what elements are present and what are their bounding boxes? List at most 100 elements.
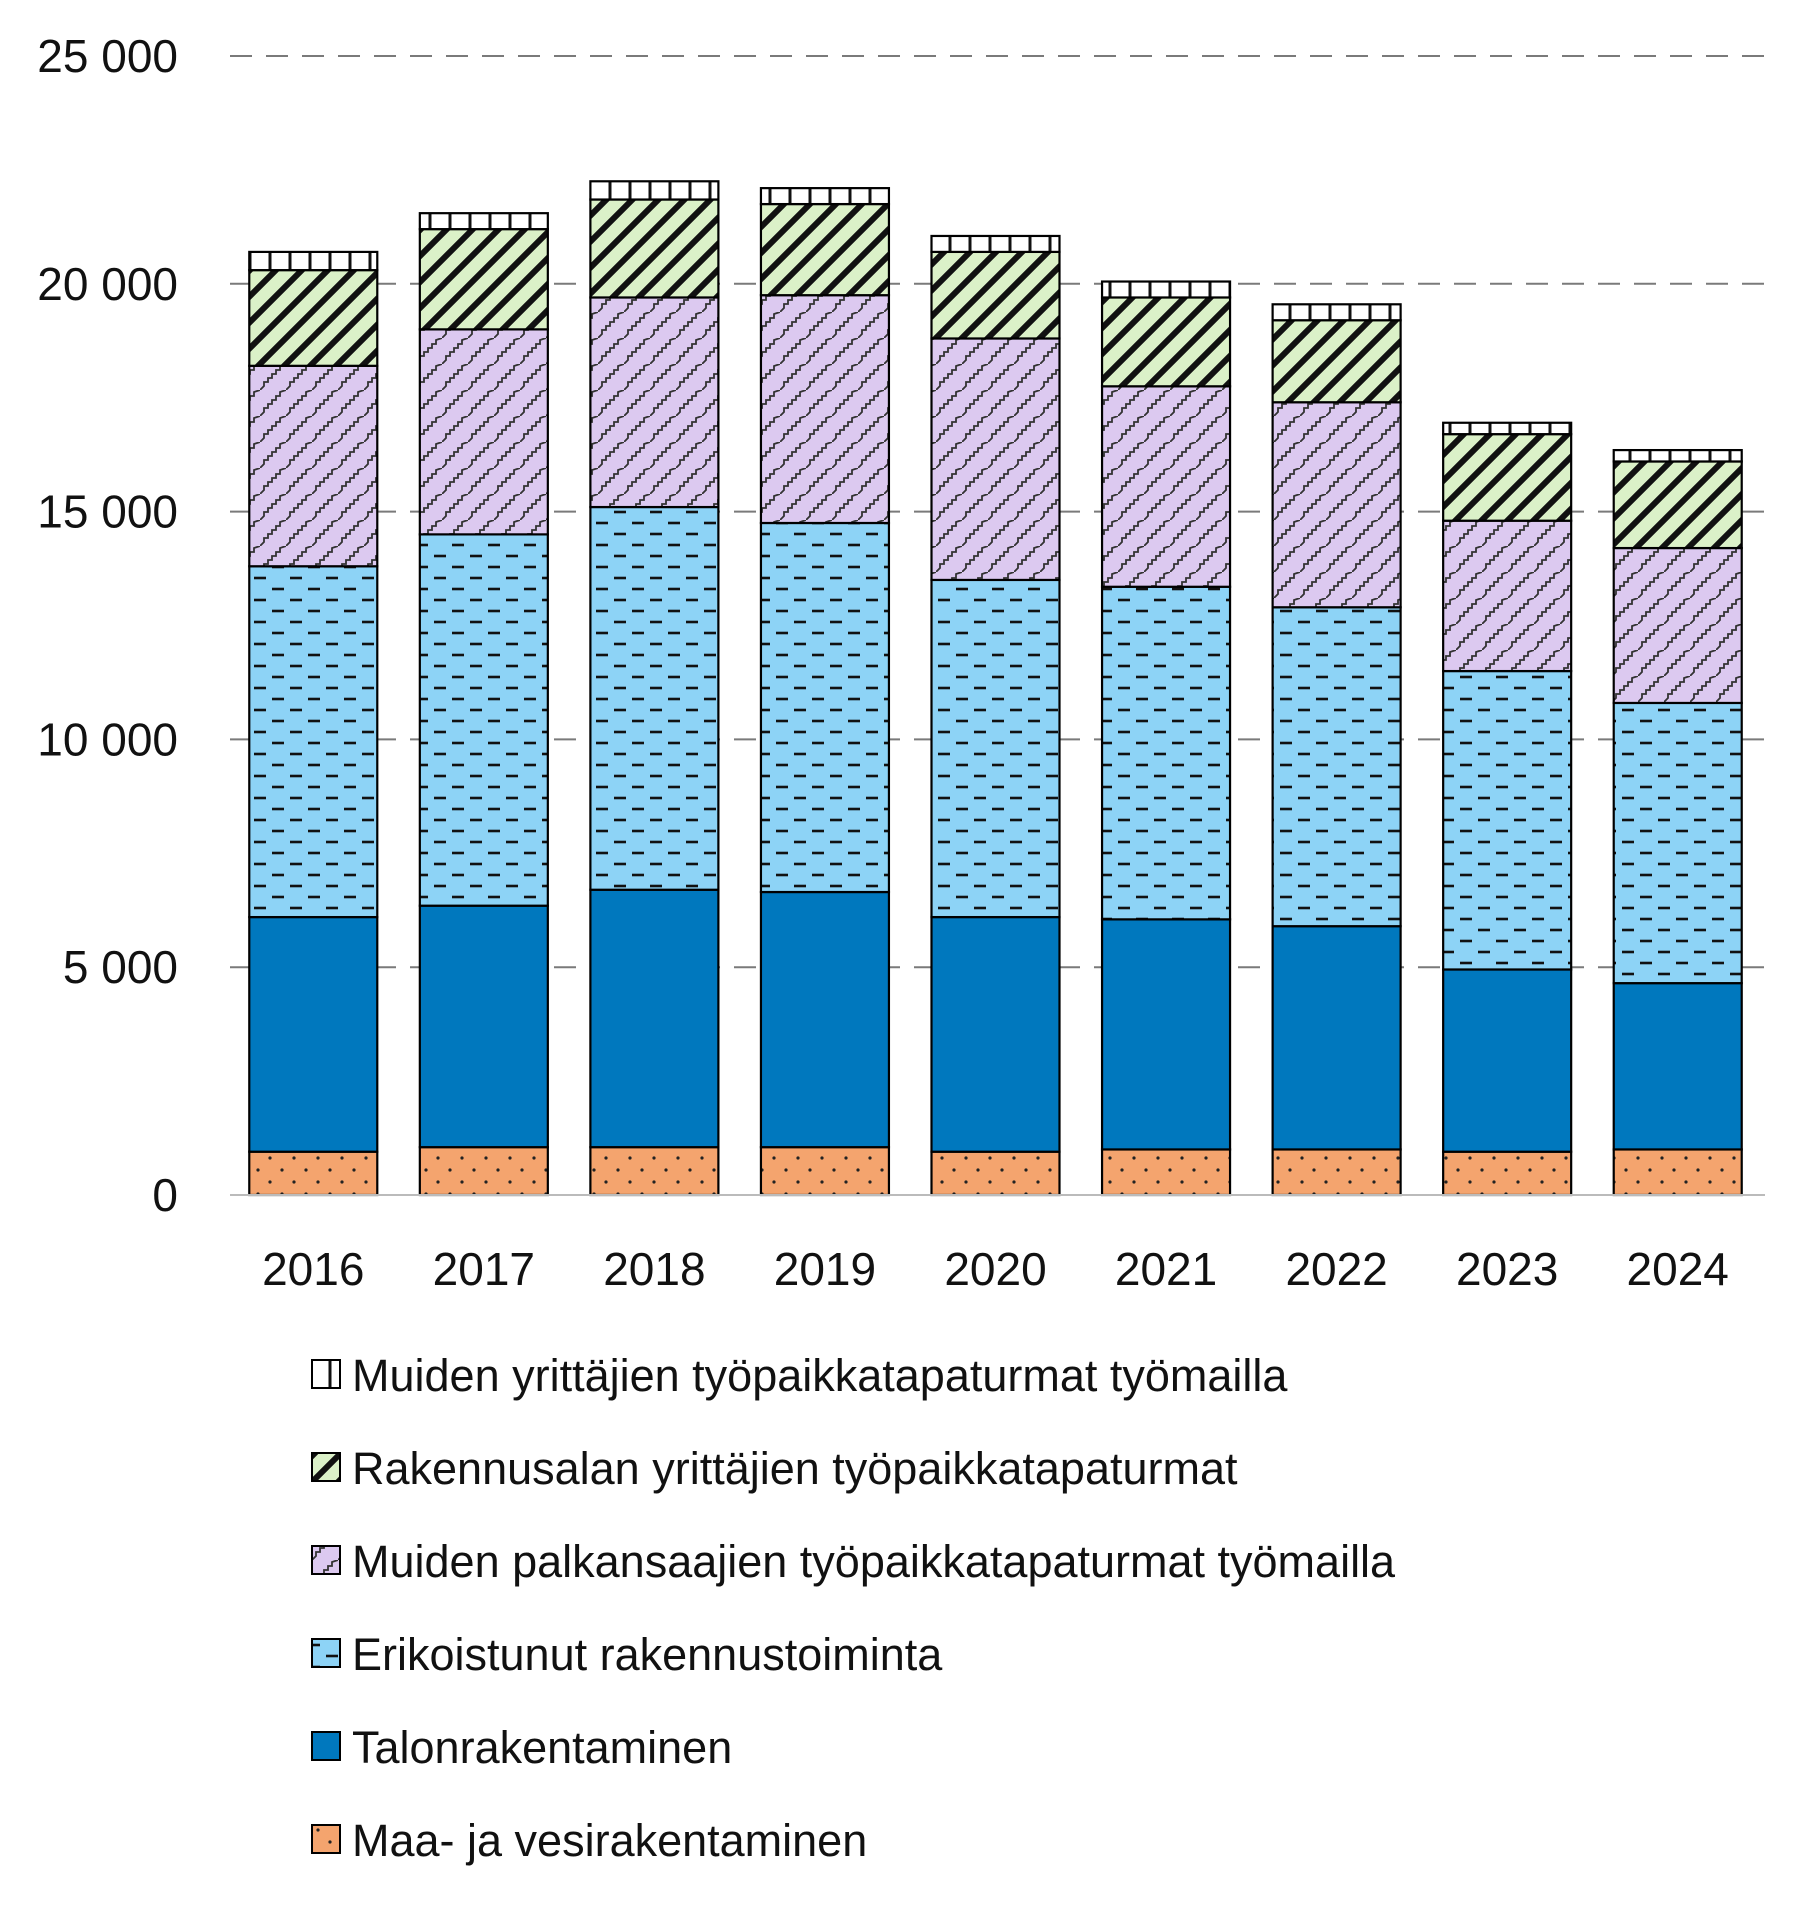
bar-segment-2023-s4	[1442, 433, 1573, 522]
legend: Muiden yrittäjien työpaikkatapaturmat ty…	[311, 1350, 1396, 1866]
bar-segment-2021-s5	[1100, 280, 1232, 299]
bar-segment-2019-s4	[759, 202, 891, 297]
x-tick-label: 2024	[1627, 1243, 1729, 1295]
bar-segment-2016-s1	[248, 915, 379, 1153]
bar-stack-2023	[1442, 421, 1573, 1197]
legend-swatch	[311, 1824, 341, 1854]
legend-item: Rakennusalan yrittäjien työpaikkatapatur…	[311, 1443, 1238, 1494]
bar-segment-2016-s0	[248, 1150, 379, 1197]
bar-segment-2018-s5	[589, 180, 720, 201]
legend-label: Erikoistunut rakennustoiminta	[352, 1629, 943, 1680]
bar-segment-2020-s5	[930, 234, 1061, 254]
bar-segment-2020-s0	[930, 1150, 1061, 1197]
bar-segment-2022-s0	[1271, 1148, 1402, 1197]
bar-segment-2019-s5	[759, 187, 891, 206]
bar-segment-2024-s1	[1612, 982, 1743, 1151]
x-tick-label: 2018	[603, 1243, 705, 1295]
legend-label: Muiden palkansaajien työpaikkatapaturmat…	[352, 1536, 1396, 1587]
bar-segment-2019-s1	[759, 890, 891, 1149]
bar-stack-2017	[418, 212, 549, 1197]
bar-segment-2020-s3	[930, 337, 1061, 582]
y-tick-label: 20 000	[37, 258, 178, 310]
bar-segment-2023-s2	[1442, 669, 1573, 971]
bar-segment-2019-s0	[759, 1146, 891, 1197]
legend-item: Muiden palkansaajien työpaikkatapaturmat…	[311, 1536, 1396, 1587]
legend-swatch	[311, 1638, 341, 1668]
bar-segment-2020-s4	[930, 250, 1061, 340]
x-tick-label: 2022	[1285, 1243, 1387, 1295]
bar-segment-2020-s1	[930, 915, 1061, 1153]
bar-segment-2017-s0	[418, 1146, 549, 1197]
x-tick-label: 2016	[262, 1243, 364, 1295]
x-tick-label: 2023	[1456, 1243, 1558, 1295]
y-tick-label: 5 000	[63, 941, 178, 993]
legend-item: Erikoistunut rakennustoiminta	[311, 1629, 943, 1680]
bar-segment-2018-s3	[589, 296, 720, 509]
legend-label: Talonrakentaminen	[352, 1722, 732, 1773]
legend-label: Rakennusalan yrittäjien työpaikkatapatur…	[352, 1443, 1238, 1494]
bar-stack-2021	[1100, 280, 1232, 1197]
legend-swatch	[311, 1452, 341, 1482]
bar-segment-2019-s2	[759, 521, 891, 894]
bar-segment-2016-s5	[248, 250, 379, 272]
bar-stack-2020	[930, 234, 1061, 1197]
bar-segment-2017-s1	[418, 904, 549, 1149]
bar-stack-2024	[1612, 448, 1743, 1197]
bar-segment-2017-s3	[418, 328, 549, 536]
legend-swatch	[311, 1545, 341, 1575]
bar-segment-2020-s2	[930, 578, 1061, 919]
bar-segment-2022-s2	[1271, 606, 1402, 928]
bar-stack-2018	[589, 180, 720, 1197]
bar-segment-2017-s2	[418, 533, 549, 907]
bar-segment-2021-s0	[1100, 1148, 1232, 1197]
bar-stack-2022	[1271, 303, 1402, 1197]
bar-segment-2018-s1	[589, 888, 720, 1149]
bar-segment-2017-s4	[418, 228, 549, 331]
legend-item: Maa- ja vesirakentaminen	[311, 1815, 867, 1866]
bar-segment-2023-s3	[1442, 519, 1573, 673]
bar-segment-2018-s2	[589, 505, 720, 891]
bar-stack-2019	[759, 187, 891, 1197]
bars	[248, 180, 1743, 1197]
bar-segment-2022-s1	[1271, 925, 1402, 1151]
x-tick-label: 2017	[433, 1243, 535, 1295]
bar-segment-2024-s3	[1612, 546, 1743, 705]
bar-segment-2021-s1	[1100, 918, 1232, 1151]
bar-segment-2023-s5	[1442, 421, 1573, 436]
legend-swatch	[311, 1731, 341, 1761]
bar-segment-2024-s4	[1612, 460, 1743, 550]
legend-label: Maa- ja vesirakentaminen	[352, 1815, 867, 1866]
bar-segment-2021-s3	[1100, 385, 1232, 588]
bar-stack-2016	[248, 250, 379, 1197]
bar-segment-2022-s5	[1271, 303, 1402, 322]
x-axis-ticks: 2016 2017 2018 2019 2020 2021 2022 2023 2024	[262, 1243, 1729, 1295]
bar-segment-2023-s1	[1442, 968, 1573, 1153]
bar-segment-2017-s5	[418, 212, 549, 231]
bar-segment-2019-s3	[759, 294, 891, 525]
x-tick-label: 2019	[774, 1243, 876, 1295]
y-tick-label: 25 000	[37, 30, 178, 82]
bar-segment-2018-s4	[589, 198, 720, 299]
y-axis-ticks: 0 5 000 10 000 15 000 20 000 25 000	[37, 30, 178, 1221]
bar-segment-2024-s2	[1612, 701, 1743, 985]
legend-item: Talonrakentaminen	[311, 1722, 732, 1773]
bar-segment-2023-s0	[1442, 1150, 1573, 1197]
bar-segment-2021-s4	[1100, 296, 1232, 388]
bar-segment-2022-s4	[1271, 319, 1402, 404]
y-tick-label: 15 000	[37, 486, 178, 538]
legend-item: Muiden yrittäjien työpaikkatapaturmat ty…	[311, 1350, 1288, 1401]
bar-segment-2016-s3	[248, 364, 379, 568]
bar-segment-2022-s3	[1271, 401, 1402, 609]
bar-segment-2016-s2	[248, 565, 379, 919]
legend-swatch	[311, 1359, 341, 1389]
x-tick-label: 2021	[1115, 1243, 1217, 1295]
bar-segment-2021-s2	[1100, 585, 1232, 921]
bar-segment-2016-s4	[248, 269, 379, 367]
x-tick-label: 2020	[944, 1243, 1046, 1295]
bar-segment-2024-s0	[1612, 1148, 1743, 1197]
bar-segment-2018-s0	[589, 1146, 720, 1197]
y-tick-label: 10 000	[37, 713, 178, 765]
y-tick-label: 0	[152, 1169, 178, 1221]
